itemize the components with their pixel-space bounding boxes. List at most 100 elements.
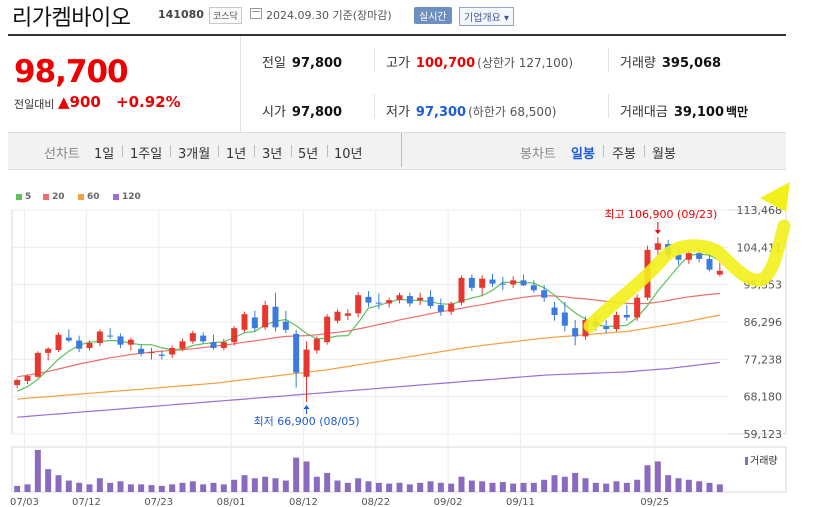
volume-bar [169,484,176,492]
high-price: 고가 100,700 (상한가 127,100) [386,56,574,71]
x-tick-label: 09/25 [640,497,669,507]
candle-body [76,340,83,349]
candle-body [510,280,517,285]
company-overview-dropdown[interactable]: 기업개요 ▾ [459,7,514,26]
volume-bar [313,476,320,492]
candle-body [520,280,527,286]
volume-bar [86,484,93,492]
volume-bar [654,461,661,492]
volume-bar [179,482,186,492]
quote-divider [374,48,375,72]
y-tick-label: 113,468 [737,204,783,217]
tab-10y[interactable]: 10년 [334,147,363,162]
candle-body [479,278,486,288]
candle-body [169,347,176,355]
volume-bar [127,484,134,492]
candle-body [448,303,455,312]
candle-body [716,270,723,275]
stock-name: 리가켐바이오 [12,6,131,31]
realtime-button[interactable]: 실시간 [414,7,452,24]
volume-bar [148,485,155,492]
volume-bar [76,482,83,492]
base-date: 2024.09.30 기준(장마감) [266,9,392,22]
candle-body [86,343,93,348]
volume-bar [293,457,300,492]
trade-amount: 거래대금 39,100 백만 [620,105,749,120]
candle-body [241,314,248,330]
candle-body [572,328,579,337]
tab-daily[interactable]: 일봉 [571,147,595,162]
volume-bar [448,483,455,492]
candle-body [210,342,217,348]
volume-bar [189,481,196,492]
change-value: ▲900 [58,93,101,111]
tab-1d[interactable]: 1일 [94,147,115,162]
candle-body [561,312,568,326]
legend-ma20: 20 [43,192,65,202]
volume-bar [262,476,269,492]
volume-bar [34,450,41,492]
volume-bar [561,476,568,492]
volume-bar [365,481,372,492]
volume-bar [696,481,703,492]
tab-monthly[interactable]: 월봉 [652,147,676,162]
tab-group-divider [401,133,402,167]
highlight-stroke [583,219,791,333]
volume-bar [499,482,506,492]
volume-bar [355,478,362,492]
volume-bar [334,480,341,492]
tab-1w[interactable]: 1주일 [130,147,163,162]
x-tick-label: 07/03 [10,497,39,507]
candle-body [386,300,393,304]
volume-bar [665,475,672,492]
volume-bar [644,465,651,492]
candle-body [138,348,145,354]
tab-separator [291,145,292,157]
y-tick-label: 86,296 [744,316,783,329]
volume-bar [107,482,114,492]
stock-code: 141080 [158,8,204,21]
max-marker-arrow [654,230,661,235]
stock-header: 리가켐바이오 141080 코스닥 2024.09.30 기준(장마감) 실시간… [0,0,828,34]
candle-body [365,296,372,303]
candle-body [251,317,258,329]
volume-bar [675,478,682,492]
candle-body [220,342,227,348]
volume-legend: 거래량 [745,452,778,467]
tab-3m[interactable]: 3개월 [178,147,211,162]
candle-body [396,295,403,301]
change-percent: +0.92% [116,93,181,111]
tab-separator [327,145,328,157]
ma5-line [16,253,721,392]
volume-bar [479,481,486,492]
volume-bar [282,480,289,492]
candle-body [654,243,661,250]
legend-ma5: 5 [16,192,31,202]
x-tick-label: 07/23 [144,497,173,507]
candle-body [96,331,103,344]
volume-bar [613,481,620,492]
volume-bar [510,483,517,492]
volume-bar [634,479,641,492]
candle-body [179,341,186,349]
candle-body [613,314,620,329]
tab-separator [218,145,219,157]
tab-weekly[interactable]: 주봉 [612,147,636,162]
volume-bar [427,481,434,492]
low-price: 저가 97,300 (하한가 68,500) [386,105,557,120]
tab-3y[interactable]: 3년 [262,147,283,162]
candle-body [65,337,72,341]
volume-bar [210,482,217,492]
candle-body [458,277,465,303]
x-tick-label: 08/22 [361,497,390,507]
prev-close: 전일 97,800 [262,56,343,71]
candle-body [355,295,362,314]
candle-body [14,380,21,386]
volume-bar [200,484,207,492]
candle-body [427,296,434,306]
volume-bar [396,482,403,492]
tab-5y[interactable]: 5년 [298,147,319,162]
tab-1y[interactable]: 1년 [226,147,247,162]
x-tick-label: 08/01 [217,497,246,507]
